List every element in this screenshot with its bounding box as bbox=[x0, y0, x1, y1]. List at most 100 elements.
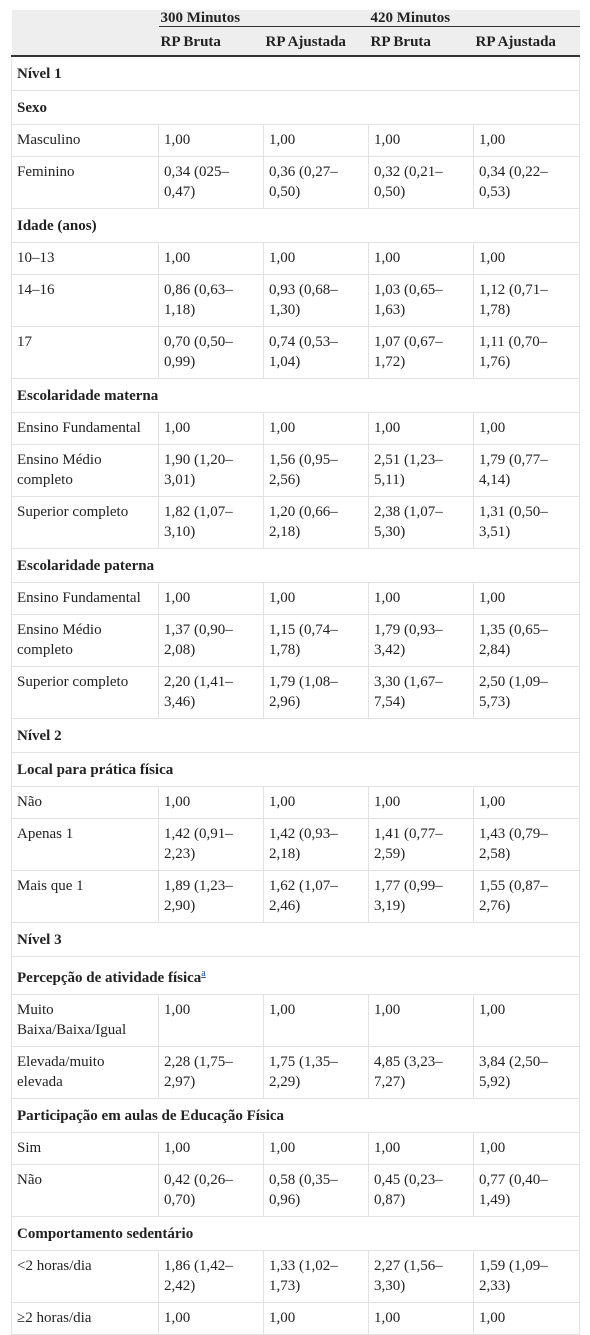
row-label: Não bbox=[11, 786, 159, 819]
value-cell: 1,00 bbox=[368, 1132, 474, 1165]
column-header: RP Ajustada bbox=[263, 26, 369, 57]
page: 300 Minutos 420 Minutos RP Bruta RP Ajus… bbox=[11, 10, 580, 1335]
value-cell: 1,00 bbox=[158, 786, 264, 819]
value-cell: 1,00 bbox=[263, 582, 369, 615]
value-cell: 1,42 (0,93–2,18) bbox=[263, 818, 369, 871]
data-row: Elevada/muito elevada 2,28 (1,75–2,97) 1,7… bbox=[11, 1046, 580, 1099]
value-cell: 1,00 bbox=[158, 1302, 264, 1335]
value-cell: 1,89 (1,23–2,90) bbox=[158, 870, 264, 923]
value-cell: 1,79 (1,08–2,96) bbox=[263, 666, 369, 719]
section-row: Sexo bbox=[11, 90, 580, 125]
section-row: Comportamento sedentário bbox=[11, 1216, 580, 1251]
column-header: RP Bruta bbox=[368, 26, 474, 57]
value-cell: 0,70 (0,50–0,99) bbox=[158, 326, 264, 379]
group-header-row: 300 Minutos 420 Minutos bbox=[11, 10, 580, 27]
group-header: 420 Minutos bbox=[368, 10, 580, 27]
section-row: Nível 3 bbox=[11, 922, 580, 957]
value-cell: 1,56 (0,95–2,56) bbox=[263, 444, 369, 497]
section-cell: Nível 3 bbox=[11, 922, 580, 957]
column-header-row: RP Bruta RP Ajustada RP Bruta RP Ajustad… bbox=[11, 26, 580, 57]
row-label: <2 horas/dia bbox=[11, 1250, 159, 1303]
value-cell: 1,00 bbox=[473, 124, 580, 157]
value-cell: 1,00 bbox=[473, 242, 580, 275]
empty-header bbox=[11, 10, 159, 27]
data-row: Ensino Médio completo 1,37 (0,90–2,08) 1,1… bbox=[11, 614, 580, 667]
value-cell: 1,00 bbox=[368, 124, 474, 157]
section-row: Percepção de atividade físicaa bbox=[11, 956, 580, 995]
value-cell: 1,82 (1,07–3,10) bbox=[158, 496, 264, 549]
row-label: Ensino Médio completo bbox=[11, 444, 159, 497]
table-header: 300 Minutos 420 Minutos RP Bruta RP Ajus… bbox=[11, 10, 580, 57]
row-label: 10–13 bbox=[11, 242, 159, 275]
row-label: Ensino Fundamental bbox=[11, 412, 159, 445]
data-row: Superior completo 2,20 (1,41–3,46) 1,79 (1… bbox=[11, 666, 580, 719]
value-cell: 2,28 (1,75–2,97) bbox=[158, 1046, 264, 1099]
value-cell: 1,00 bbox=[473, 1132, 580, 1165]
value-cell: 1,12 (0,71–1,78) bbox=[473, 274, 580, 327]
section-cell: Percepção de atividade físicaa bbox=[11, 956, 580, 995]
data-row: Masculino 1,00 1,00 1,00 1,00 bbox=[11, 124, 580, 157]
section-row: Local para prática física bbox=[11, 752, 580, 787]
value-cell: 2,27 (1,56–3,30) bbox=[368, 1250, 474, 1303]
value-cell: 1,00 bbox=[263, 1302, 369, 1335]
section-cell: Sexo bbox=[11, 90, 580, 125]
data-row: Ensino Médio completo 1,90 (1,20–3,01) 1,5… bbox=[11, 444, 580, 497]
data-row: Sim 1,00 1,00 1,00 1,00 bbox=[11, 1132, 580, 1165]
value-cell: 0,36 (0,27–0,50) bbox=[263, 156, 369, 209]
column-header: RP Bruta bbox=[158, 26, 264, 57]
value-cell: 1,42 (0,91–2,23) bbox=[158, 818, 264, 871]
value-cell: 1,33 (1,02–1,73) bbox=[263, 1250, 369, 1303]
value-cell: 1,31 (0,50–3,51) bbox=[473, 496, 580, 549]
section-title: Nível 3 bbox=[17, 932, 62, 948]
value-cell: 1,59 (1,09–2,33) bbox=[473, 1250, 580, 1303]
row-label: Apenas 1 bbox=[11, 818, 159, 871]
value-cell: 1,00 bbox=[368, 1302, 474, 1335]
section-cell: Local para prática física bbox=[11, 752, 580, 787]
row-label: Sim bbox=[11, 1132, 159, 1165]
section-row: Nível 1 bbox=[11, 55, 580, 91]
section-title: Participação em aulas de Educação Física bbox=[17, 1108, 285, 1124]
section-title: Sexo bbox=[17, 100, 47, 116]
value-cell: 1,55 (0,87–2,76) bbox=[473, 870, 580, 923]
value-cell: 0,58 (0,35–0,96) bbox=[263, 1164, 369, 1217]
value-cell: 1,15 (0,74–1,78) bbox=[263, 614, 369, 667]
row-label: Não bbox=[11, 1164, 159, 1217]
value-cell: 0,93 (0,68–1,30) bbox=[263, 274, 369, 327]
value-cell: 0,34 (025–0,47) bbox=[158, 156, 264, 209]
value-cell: 2,20 (1,41–3,46) bbox=[158, 666, 264, 719]
data-row: Não 1,00 1,00 1,00 1,00 bbox=[11, 786, 580, 819]
value-cell: 3,30 (1,67–7,54) bbox=[368, 666, 474, 719]
section-cell: Comportamento sedentário bbox=[11, 1216, 580, 1251]
value-cell: 1,00 bbox=[263, 994, 369, 1047]
value-cell: 1,07 (0,67–1,72) bbox=[368, 326, 474, 379]
data-row: Superior completo 1,82 (1,07–3,10) 1,20 (0… bbox=[11, 496, 580, 549]
value-cell: 1,00 bbox=[158, 994, 264, 1047]
value-cell: 0,34 (0,22–0,53) bbox=[473, 156, 580, 209]
data-row: Ensino Fundamental 1,00 1,00 1,00 1,00 bbox=[11, 582, 580, 615]
row-label: Superior completo bbox=[11, 666, 159, 719]
data-row: Apenas 1 1,42 (0,91–2,23) 1,42 (0,93–2,18)… bbox=[11, 818, 580, 871]
section-row: Escolaridade paterna bbox=[11, 548, 580, 583]
row-label: Elevada/muito elevada bbox=[11, 1046, 159, 1099]
data-row: 17 0,70 (0,50–0,99) 0,74 (0,53–1,04) 1,07 (… bbox=[11, 326, 580, 379]
value-cell: 1,00 bbox=[158, 412, 264, 445]
value-cell: 1,37 (0,90–2,08) bbox=[158, 614, 264, 667]
data-row: ≥2 horas/dia 1,00 1,00 1,00 1,00 bbox=[11, 1302, 580, 1335]
data-row: Feminino 0,34 (025–0,47) 0,36 (0,27–0,50) 0… bbox=[11, 156, 580, 209]
value-cell: 1,00 bbox=[473, 1302, 580, 1335]
section-row: Participação em aulas de Educação Física bbox=[11, 1098, 580, 1133]
row-label: 14–16 bbox=[11, 274, 159, 327]
value-cell: 0,86 (0,63–1,18) bbox=[158, 274, 264, 327]
section-cell: Idade (anos) bbox=[11, 208, 580, 243]
value-cell: 1,00 bbox=[473, 786, 580, 819]
data-row: Mais que 1 1,89 (1,23–2,90) 1,62 (1,07–2,4… bbox=[11, 870, 580, 923]
row-label: Masculino bbox=[11, 124, 159, 157]
row-label: Muito Baixa/Baixa/Igual bbox=[11, 994, 159, 1047]
value-cell: 1,00 bbox=[263, 124, 369, 157]
column-header: RP Ajustada bbox=[473, 26, 580, 57]
value-cell: 1,00 bbox=[368, 582, 474, 615]
section-row: Idade (anos) bbox=[11, 208, 580, 243]
value-cell: 2,38 (1,07–5,30) bbox=[368, 496, 474, 549]
value-cell: 1,86 (1,42–2,42) bbox=[158, 1250, 264, 1303]
section-title: Nível 2 bbox=[17, 728, 62, 744]
